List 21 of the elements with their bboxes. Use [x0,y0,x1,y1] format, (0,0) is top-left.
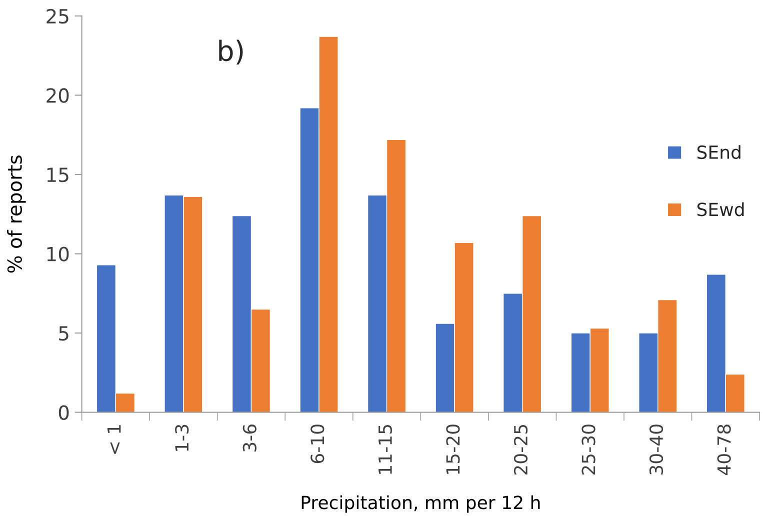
x-tick-label: 25-30 [582,424,596,475]
y-tick-label: 10 [47,246,69,262]
x-tick-label: 20-25 [514,424,528,475]
legend-label: SEwd [697,202,744,216]
legend-label: SEnd [697,145,740,160]
x-tick-label: 1-3 [175,424,189,451]
y-tick-label: 15 [47,168,68,182]
annotation: b) [219,40,243,65]
y-tick-label: 0 [58,405,69,420]
x-tick-label: 30-40 [649,424,664,474]
y-tick-label: 5 [59,326,68,341]
y-tick-label: 25 [46,8,68,24]
x-tick-label: < 1 [108,425,121,454]
x-tick-label: 6-10 [310,424,324,464]
x-tick-label: 15-20 [446,424,460,474]
y-tick-label: 20 [46,88,69,103]
x-tick-label: 3-6 [242,424,256,452]
x-tick-label: 40-78 [717,424,731,475]
x-axis-title: Precipitation, mm per 12 h [302,495,540,513]
y-axis-title: % of reports [6,156,26,273]
x-tick-label: 11-15 [378,424,392,474]
